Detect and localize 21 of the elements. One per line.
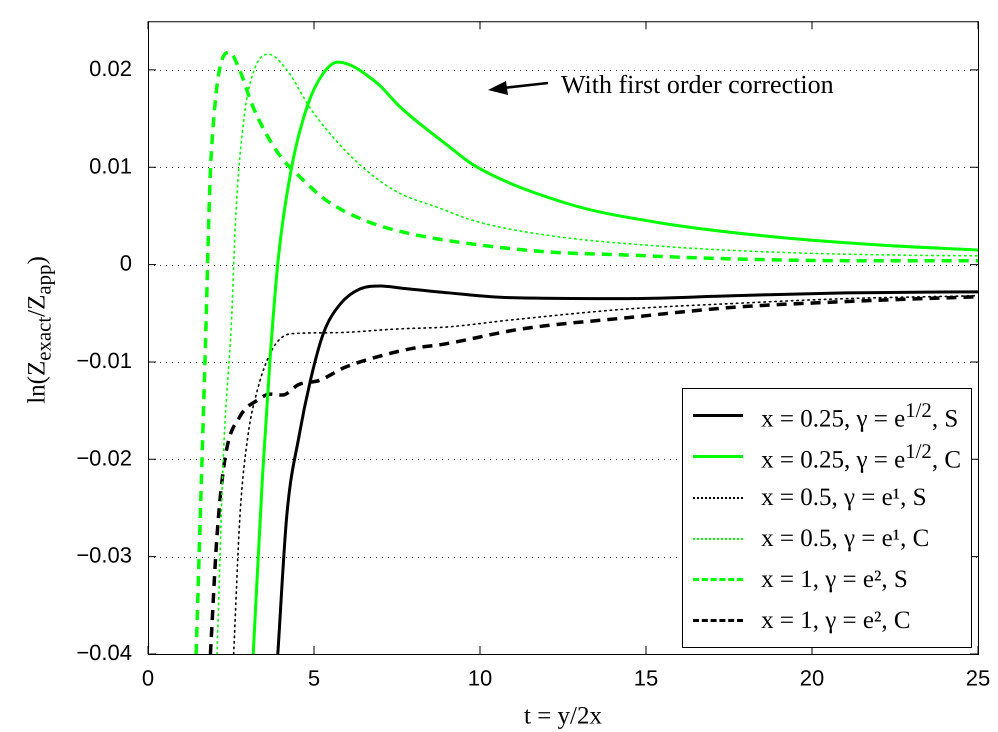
legend-label: x = 0.5, γ = e¹, C	[761, 524, 930, 552]
x-axis-title: t = y/2x	[524, 702, 602, 730]
y-tick-label: −0.04	[76, 640, 132, 666]
y-tick-label: −0.03	[76, 542, 132, 568]
x-tick-label: 10	[468, 665, 492, 690]
x-tick-label: 5	[308, 665, 320, 690]
y-tick-label: 0.02	[89, 56, 132, 81]
legend-label: x = 1, γ = e², C	[761, 606, 911, 634]
x-tick-label: 25	[966, 665, 990, 690]
x-tick-label: 20	[800, 665, 824, 690]
legend-label: x = 0.5, γ = e¹, S	[761, 484, 927, 512]
legend-label: x = 1, γ = e², S	[761, 566, 908, 594]
y-tick-label: −0.01	[76, 348, 132, 373]
legend-label: x = 0.25, γ = e$^{1/2}$, C	[761, 438, 961, 474]
annotation: With first order correction	[561, 70, 834, 99]
y-tick-label: 0.01	[89, 153, 132, 178]
legend-label: x = 0.25, γ = e$^{1/2}$, S	[761, 398, 958, 434]
x-tick-label: 15	[634, 665, 658, 690]
x-tick-label: 0	[142, 665, 154, 690]
y-tick-label: −0.02	[76, 445, 132, 470]
y-tick-label: 0	[120, 250, 132, 276]
